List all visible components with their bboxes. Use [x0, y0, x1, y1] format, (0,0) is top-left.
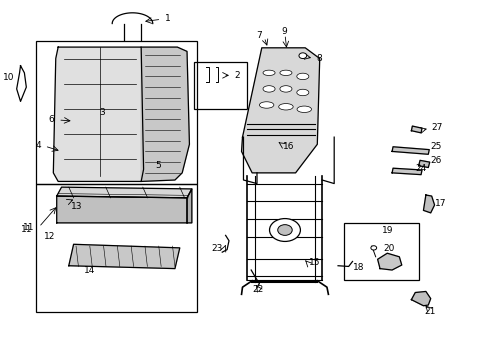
Polygon shape [187, 189, 192, 223]
Text: 1: 1 [165, 14, 171, 23]
Polygon shape [69, 244, 180, 269]
Polygon shape [53, 47, 144, 181]
Ellipse shape [280, 70, 292, 76]
Polygon shape [412, 292, 431, 306]
Text: 4: 4 [35, 141, 41, 150]
Text: 7: 7 [257, 31, 262, 40]
Polygon shape [418, 160, 430, 167]
Text: 14: 14 [84, 266, 96, 275]
Polygon shape [423, 195, 435, 213]
Bar [36, 184, 196, 312]
Ellipse shape [297, 89, 309, 96]
Polygon shape [57, 187, 192, 198]
Text: 13: 13 [71, 202, 83, 211]
Ellipse shape [263, 86, 275, 92]
Text: 11: 11 [23, 222, 34, 231]
Bar [36, 41, 196, 184]
Circle shape [299, 53, 307, 59]
Polygon shape [412, 126, 422, 133]
Polygon shape [392, 168, 422, 175]
Polygon shape [141, 47, 190, 181]
Bar [194, 62, 247, 109]
Ellipse shape [259, 102, 274, 108]
Polygon shape [57, 196, 187, 223]
Text: 18: 18 [352, 263, 364, 272]
Ellipse shape [280, 86, 292, 92]
Polygon shape [378, 253, 402, 270]
Text: 16: 16 [283, 141, 294, 150]
Text: 6: 6 [49, 115, 54, 124]
Text: 5: 5 [155, 161, 161, 170]
Polygon shape [242, 48, 319, 173]
Ellipse shape [297, 73, 309, 80]
Ellipse shape [263, 70, 275, 76]
Text: 24: 24 [415, 164, 426, 173]
Text: 17: 17 [435, 199, 446, 208]
Ellipse shape [297, 106, 312, 112]
Text: 15: 15 [309, 258, 320, 267]
Circle shape [371, 246, 377, 250]
Ellipse shape [279, 104, 293, 110]
Text: 11: 11 [21, 225, 33, 234]
Text: 21: 21 [424, 307, 436, 316]
Text: 3: 3 [99, 108, 105, 117]
Text: 19: 19 [382, 226, 393, 235]
Text: 20: 20 [383, 244, 394, 253]
Text: 10: 10 [3, 73, 15, 82]
Text: 26: 26 [431, 156, 442, 165]
Text: 27: 27 [432, 123, 443, 132]
Bar [344, 223, 418, 280]
Text: 9: 9 [281, 27, 287, 36]
Circle shape [278, 225, 292, 235]
Text: 12: 12 [45, 231, 56, 240]
Text: 8: 8 [317, 54, 322, 63]
Polygon shape [392, 147, 429, 154]
Text: 23: 23 [211, 244, 222, 253]
Circle shape [270, 219, 300, 242]
Text: 22: 22 [252, 285, 264, 294]
Text: 25: 25 [431, 141, 442, 150]
Text: 2: 2 [234, 71, 240, 80]
